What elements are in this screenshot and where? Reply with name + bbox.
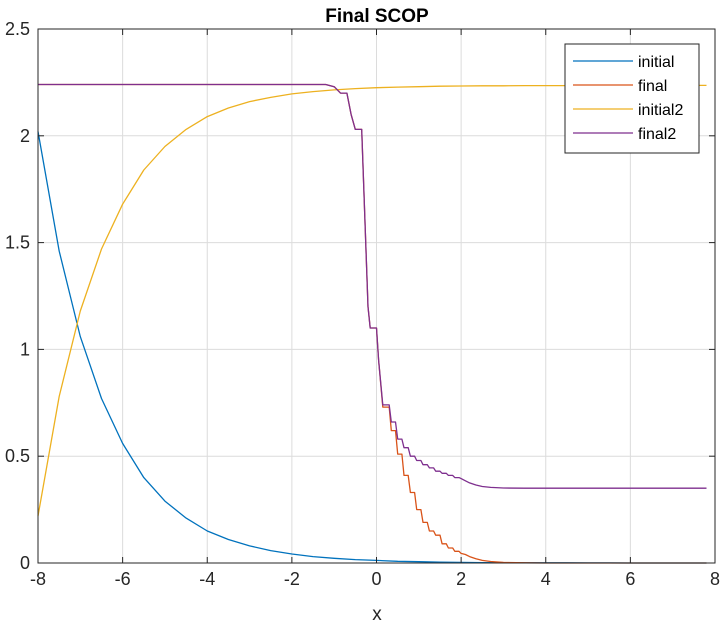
- y-tick-label: 2: [20, 126, 30, 146]
- series-line-final2: [38, 83, 707, 489]
- legend-label-final2: final2: [638, 126, 676, 143]
- y-tick-label: 1.5: [5, 233, 30, 253]
- x-tick-label: 2: [456, 569, 466, 589]
- legend-label-final: final: [638, 78, 667, 95]
- x-tick-label: -6: [115, 569, 131, 589]
- x-tick-label: 4: [541, 569, 551, 589]
- x-tick-label: -8: [30, 569, 46, 589]
- chart-title: Final SCOP: [325, 6, 429, 27]
- x-tick-label: -2: [284, 569, 300, 589]
- x-tick-label: 0: [371, 569, 381, 589]
- y-tick-label: 0: [20, 553, 30, 573]
- y-tick-label: 1: [20, 339, 30, 359]
- axis-ticks: -8 -6 -4 -2 0 2 4 6 8 0 0.5 1 1.5 2 2.5: [5, 19, 720, 589]
- x-tick-label: -4: [199, 569, 215, 589]
- y-tick-label: 0.5: [5, 446, 30, 466]
- legend-box: [564, 43, 700, 154]
- legend: initial final initial2 final2: [564, 43, 700, 154]
- x-tick-label: 6: [625, 569, 635, 589]
- x-axis-label: x: [372, 604, 382, 625]
- legend-label-initial2: initial2: [638, 102, 683, 119]
- legend-label-initial: initial: [638, 54, 674, 71]
- x-tick-label: 8: [710, 569, 720, 589]
- y-tick-label: 2.5: [5, 19, 30, 39]
